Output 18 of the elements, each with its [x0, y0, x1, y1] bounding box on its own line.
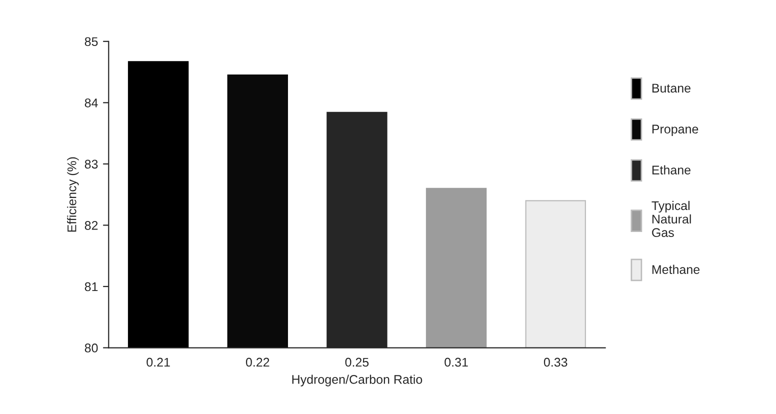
legend-label: Butane [652, 84, 690, 93]
y-tick-label: 81 [84, 282, 98, 292]
x-axis-title: Hydrogen/Carbon Ratio [292, 374, 422, 386]
y-axis-title: Efficiency (%) [67, 157, 79, 232]
y-tick-label: 80 [84, 344, 98, 352]
y-tick-label: 84 [84, 98, 98, 108]
x-tick-label: 0.22 [246, 358, 270, 367]
legend-label: Typical Natural Gas [652, 200, 691, 238]
legend-label: Propane [652, 124, 698, 136]
y-tick-label: 82 [84, 221, 98, 230]
x-tick-label: 0.21 [146, 358, 170, 367]
x-tick-label: 0.33 [544, 358, 568, 367]
x-tick-label: 0.25 [345, 358, 369, 367]
x-tick-label: 0.31 [444, 358, 468, 367]
legend-label: Methane [652, 264, 700, 274]
legend-label: Ethane [652, 165, 690, 174]
y-tick-label: 85 [84, 37, 98, 46]
y-tick-label: 83 [84, 160, 98, 169]
